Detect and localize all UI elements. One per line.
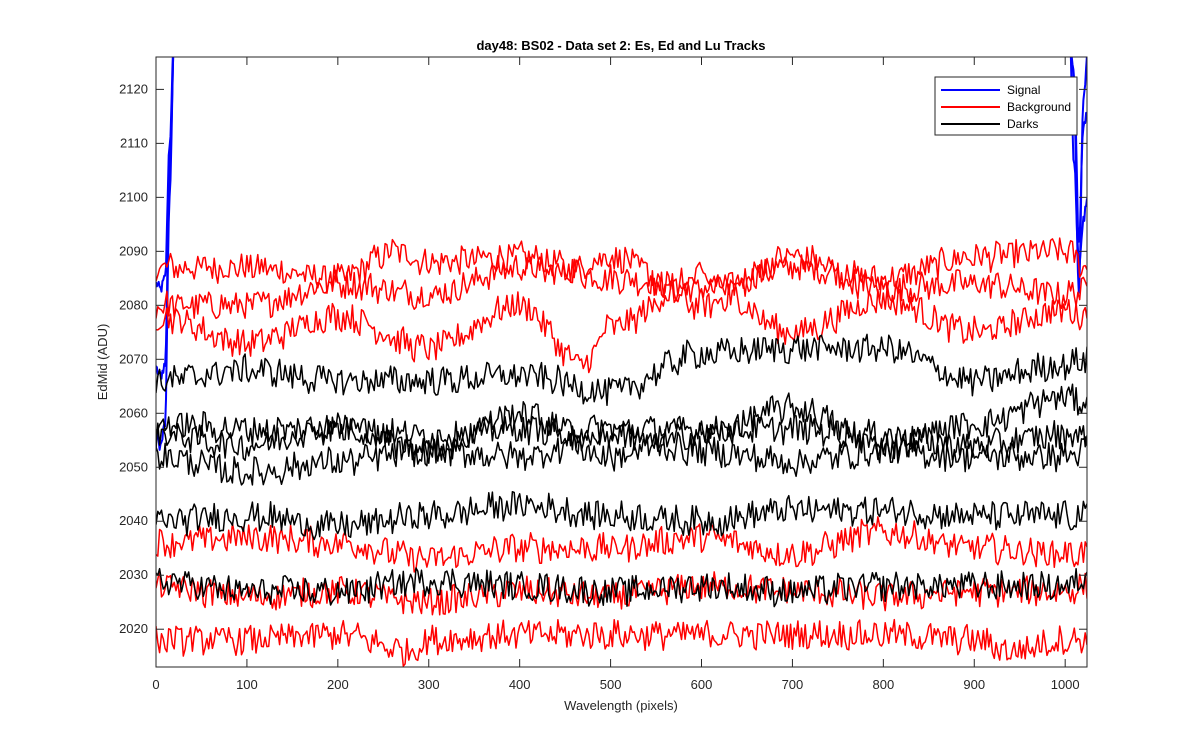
x-axis-title: Wavelength (pixels): [564, 698, 678, 713]
y-tick-label: 2060: [119, 405, 148, 420]
legend-label-signal: Signal: [1007, 83, 1040, 97]
x-tick-label: 500: [600, 677, 622, 692]
y-axis-title: EdMid (ADU): [95, 324, 110, 401]
x-tick-label: 800: [872, 677, 894, 692]
x-tick-label: 400: [509, 677, 531, 692]
chart-title: day48: BS02 - Data set 2: Es, Ed and Lu …: [476, 38, 765, 53]
x-axis: 0 100 200 300 400 500 600 700 800 900 1000: [152, 57, 1080, 692]
series-line-darks-10: [156, 333, 1087, 407]
series-line-darks-12: [156, 383, 1087, 472]
y-tick-label: 2110: [120, 135, 148, 150]
x-tick-label: 1000: [1051, 677, 1080, 692]
y-tick-label: 2080: [119, 297, 148, 312]
plot-area-background: [156, 57, 1087, 667]
series-line-darks-14: [156, 490, 1087, 541]
y-tick-label: 2070: [119, 351, 148, 366]
series-line-background-5: [156, 245, 1087, 320]
x-tick-label: 700: [782, 677, 804, 692]
series-line-darks-15: [156, 567, 1087, 608]
legend-label-darks: Darks: [1007, 117, 1038, 131]
x-tick-label: 600: [691, 677, 713, 692]
legend: Signal Background Darks: [934, 76, 1078, 136]
x-tick-label: 0: [152, 677, 159, 692]
series-line-darks-13: [156, 419, 1087, 486]
legend-label-background: Background: [1007, 100, 1071, 114]
series-line-background-4: [156, 237, 1087, 303]
y-tick-label: 2050: [119, 459, 148, 474]
x-tick-label: 300: [418, 677, 440, 692]
y-tick-label: 2120: [119, 81, 148, 96]
x-tick-label: 200: [327, 677, 349, 692]
x-tick-label: 100: [236, 677, 258, 692]
series-line-background-9: [156, 618, 1087, 667]
y-tick-label: 2020: [119, 621, 148, 636]
y-tick-label: 2030: [119, 567, 148, 582]
series-layer: [156, 57, 1087, 667]
x-tick-label: 900: [963, 677, 985, 692]
y-tick-label: 2090: [119, 243, 148, 258]
plot-area-frame: [155, 56, 1088, 668]
series-line-background-6: [156, 261, 1087, 374]
y-tick-label: 2100: [119, 189, 148, 204]
y-tick-label: 2040: [119, 513, 148, 528]
y-axis: 2020 2030 2040 2050 2060 2070 2080 2090 2100 2110…: [119, 81, 1087, 636]
